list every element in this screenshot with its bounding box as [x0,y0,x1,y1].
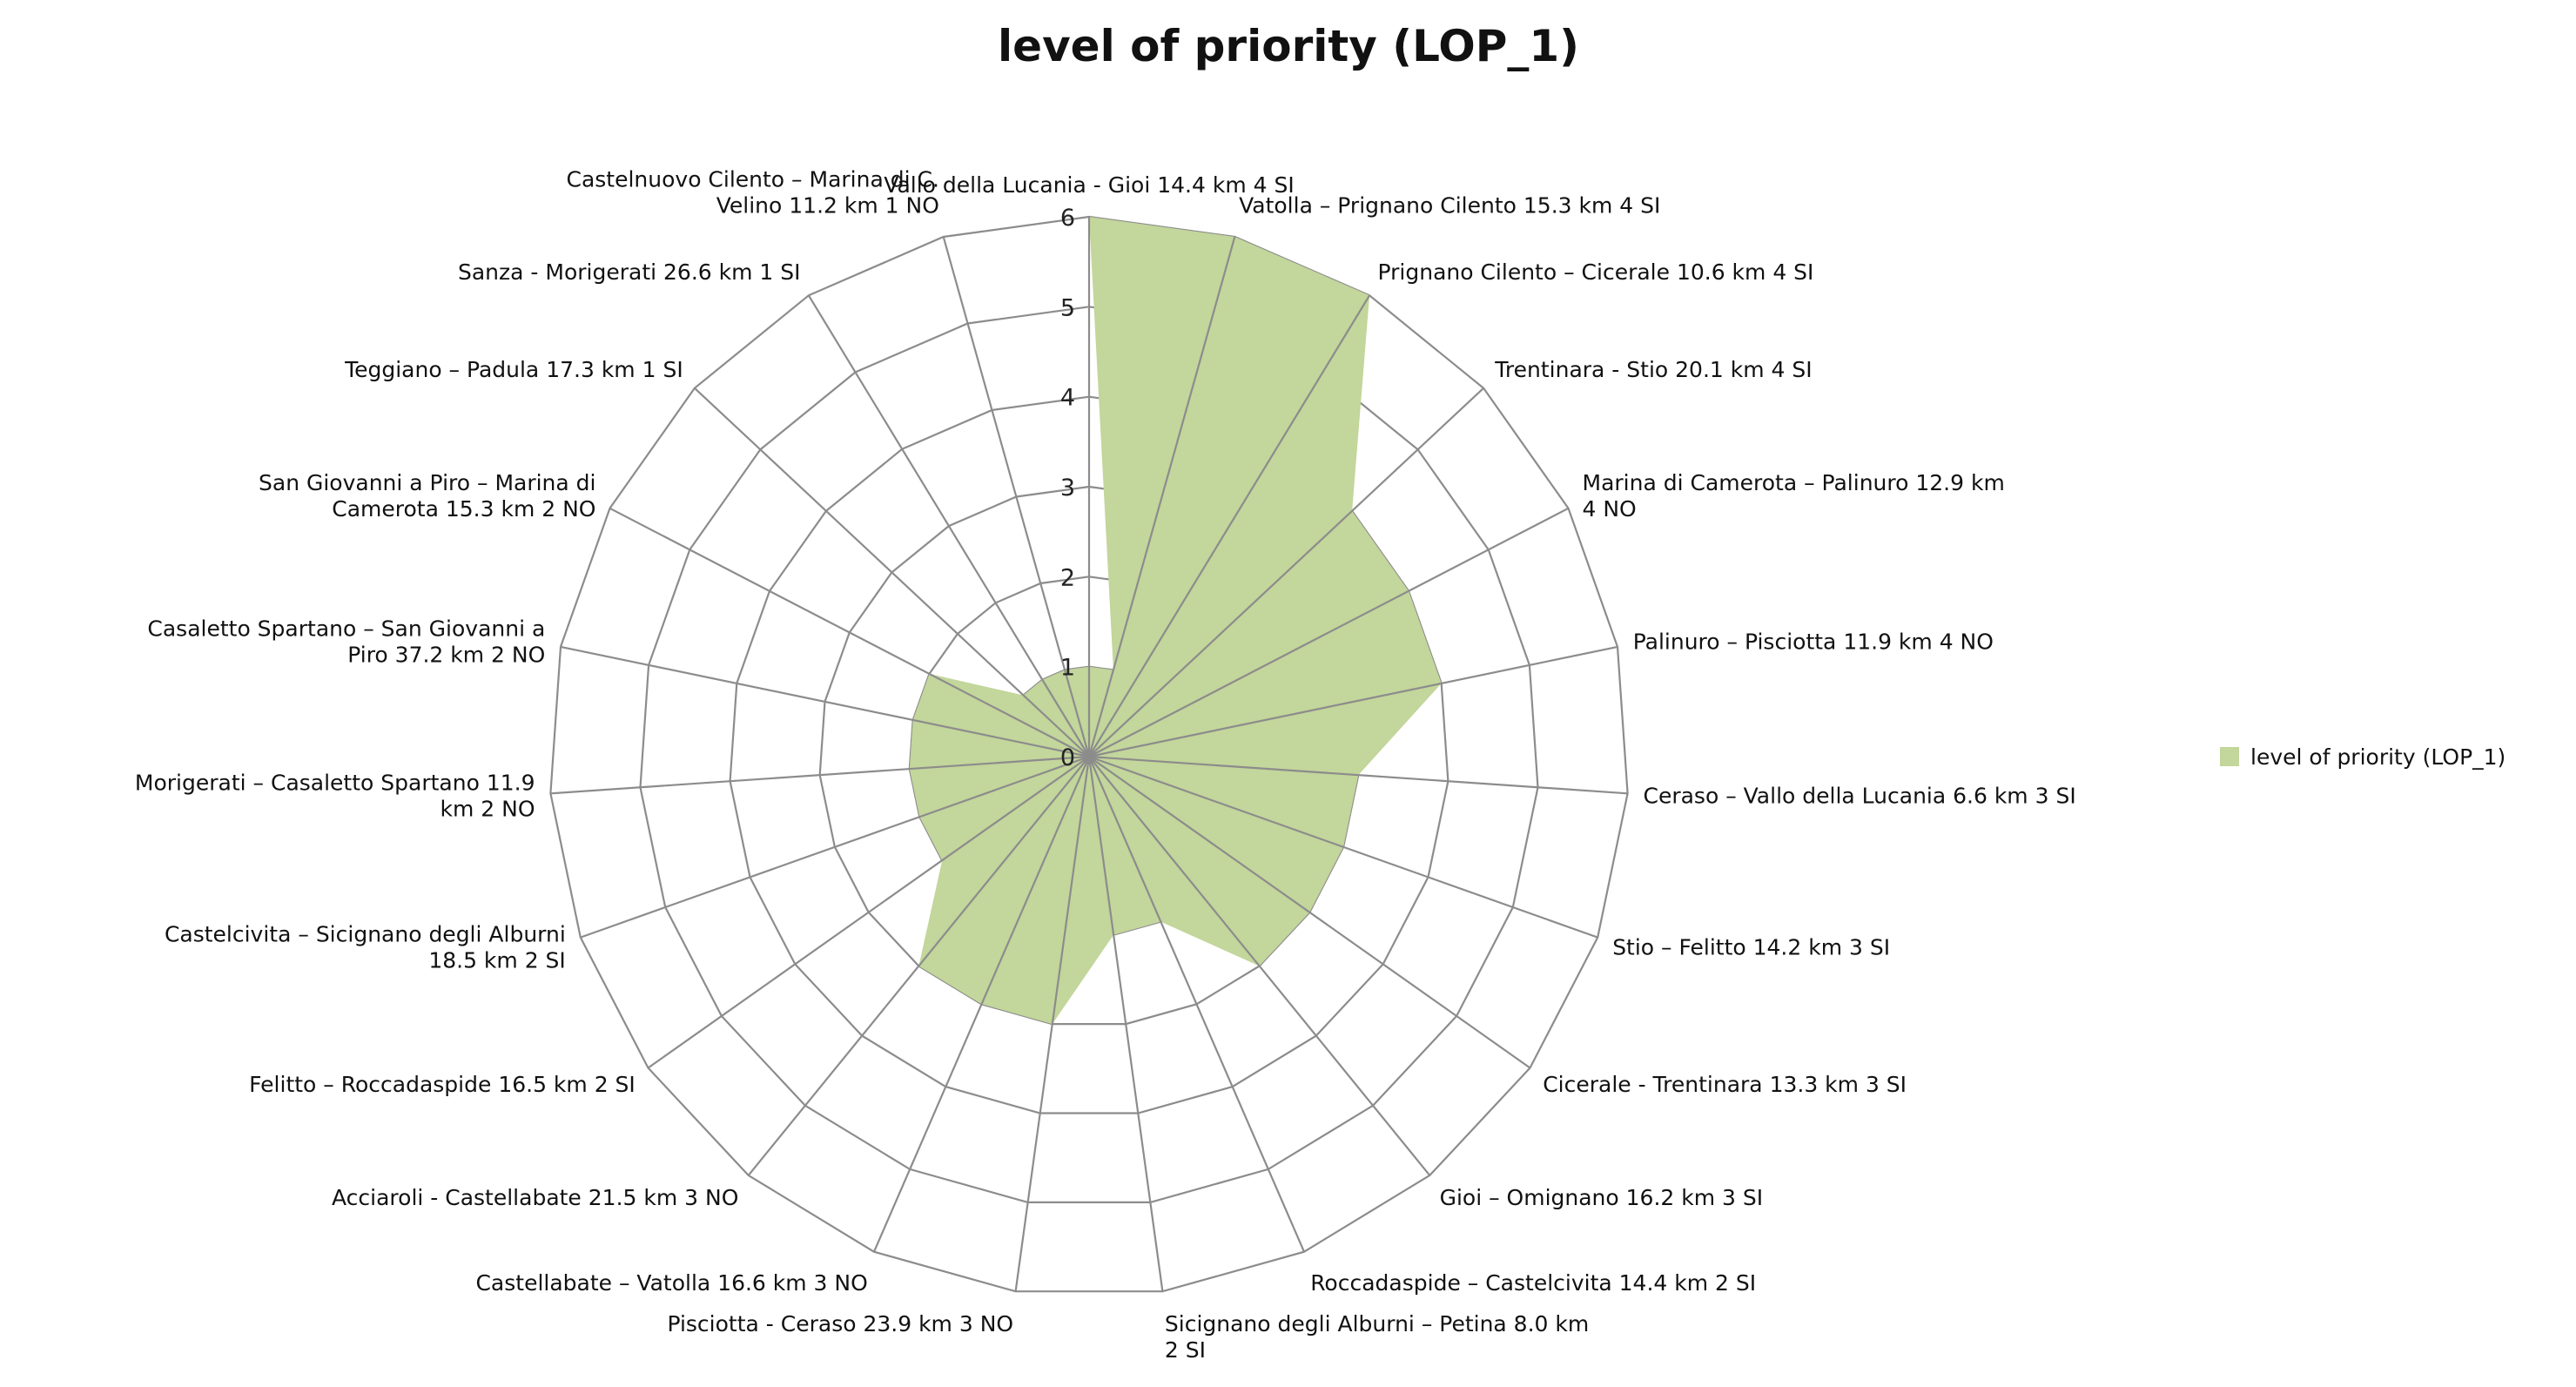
tick-label-4: 4 [1060,385,1075,412]
category-label-6: Ceraso – Vallo della Lucania 6.6 km 3 SI [1644,784,2076,809]
grid-ring-6 [549,215,1629,1293]
category-label-11-line-1: 2 SI [1165,1337,1206,1363]
category-label-22: Castelnuovo Cilento – Marina di C. Velino… [566,167,938,219]
category-label-0-line-0: Vallo della Lucania - Gioi 14.4 km 4 SI [884,172,1294,198]
spoke-6 [1088,755,1628,795]
category-label-6-line-0: Ceraso – Vallo della Lucania 6.6 km 3 SI [1644,784,2076,809]
category-label-8: Cicerale - Trentinara 13.3 km 3 SI [1543,1072,1907,1097]
category-label-11-line-0: Sicignano degli Alburni – Petina 8.0 km [1165,1311,1589,1337]
category-label-9-line-0: Gioi – Omignano 16.2 km 3 SI [1440,1185,1764,1210]
spoke-7 [1088,755,1598,939]
category-label-22-line-0: Castelnuovo Cilento – Marina di C. [566,167,938,192]
category-label-2: Prignano Cilento – Cicerale 10.6 km 4 SI [1378,259,1814,285]
spoke-14 [747,756,1090,1176]
category-label-16: Castelcivita – Sicignano degli Alburni 18… [165,921,566,973]
category-label-17: Morigerati – Casaletto Spartano 11.9 km 2… [135,771,535,822]
category-label-11: Sicignano degli Alburni – Petina 8.0 km 2… [1165,1311,1589,1363]
category-label-21-line-0: Sanza - Morigerati 26.6 km 1 SI [458,259,801,285]
chart-title: level of priority (LOP_1) [998,21,1579,71]
category-label-10-line-0: Roccadaspide – Castelcivita 14.4 km 2 SI [1310,1270,1756,1296]
spoke-11 [1087,756,1164,1292]
spoke-17 [550,755,1090,795]
category-label-19: San Giovanni a Piro – Marina di Camerota … [259,470,596,522]
category-label-12-line-0: Pisciotta - Ceraso 23.9 km 3 NO [667,1311,1013,1337]
legend: level of priority (LOP_1) [2220,744,2505,770]
spoke-16 [580,755,1090,939]
category-label-4-line-0: Marina di Camerota – Palinuro 12.9 km [1583,470,2005,495]
spoke-3 [1088,387,1484,757]
category-label-9: Gioi – Omignano 16.2 km 3 SI [1440,1185,1764,1210]
category-label-17-line-1: km 2 NO [440,797,535,822]
category-label-15-line-0: Felitto – Roccadaspide 16.5 km 2 SI [249,1072,636,1097]
spoke-1 [1087,236,1236,757]
tick-label-2: 2 [1060,564,1075,591]
spoke-10 [1087,756,1306,1253]
series-area-0 [909,217,1442,1025]
category-label-0: Vallo della Lucania - Gioi 14.4 km 4 SI [884,172,1294,198]
category-label-13: Castellabate – Vatolla 16.6 km 3 NO [475,1270,867,1296]
category-label-4: Marina di Camerota – Palinuro 12.9 km 4 N… [1583,470,2005,522]
spoke-19 [609,507,1090,757]
category-label-5: Palinuro – Pisciotta 11.9 km 4 NO [1633,629,1994,654]
spoke-21 [807,294,1090,757]
category-label-3-line-0: Trentinara - Stio 20.1 km 4 SI [1494,357,1812,382]
spoke-12 [1014,756,1091,1292]
spoke-8 [1088,756,1531,1069]
category-label-18: Casaletto Spartano – San Giovanni a Piro … [147,616,545,667]
category-label-19-line-0: San Giovanni a Piro – Marina di [259,470,596,495]
tick-label-0: 0 [1060,744,1075,771]
category-label-4-line-1: 4 NO [1583,496,1637,522]
spoke-22 [942,236,1091,757]
tick-label-5: 5 [1060,294,1075,321]
category-label-7: Stio – Felitto 14.2 km 3 SI [1612,934,1890,959]
category-label-3: Trentinara - Stio 20.1 km 4 SI [1494,357,1812,382]
category-label-1-line-0: Vatolla – Prignano Cilento 15.3 km 4 SI [1239,193,1660,219]
category-label-10: Roccadaspide – Castelcivita 14.4 km 2 SI [1310,1270,1756,1296]
category-label-8-line-0: Cicerale - Trentinara 13.3 km 3 SI [1543,1072,1907,1097]
category-label-21: Sanza - Morigerati 26.6 km 1 SI [458,259,801,285]
radar-area-layer [909,217,1442,1025]
category-label-17-line-0: Morigerati – Casaletto Spartano 11.9 [135,771,535,796]
category-label-14-line-0: Acciaroli - Castellabate 21.5 km 3 NO [332,1185,738,1210]
category-label-12: Pisciotta - Ceraso 23.9 km 3 NO [667,1311,1013,1337]
radial-tick-labels: 0 1 2 3 4 5 6 [1060,205,1075,771]
category-label-16-line-0: Castelcivita – Sicignano degli Alburni [165,921,566,946]
category-label-13-line-0: Castellabate – Vatolla 16.6 km 3 NO [475,1270,867,1296]
tick-label-1: 1 [1060,655,1075,682]
category-label-22-line-1: Velino 11.2 km 1 NO [716,193,939,219]
spoke-4 [1088,507,1570,757]
category-label-19-line-1: Camerota 15.3 km 2 NO [332,496,595,522]
category-label-2-line-0: Prignano Cilento – Cicerale 10.6 km 4 SI [1378,259,1814,285]
category-label-5-line-0: Palinuro – Pisciotta 11.9 km 4 NO [1633,629,1994,654]
spoke-18 [560,645,1090,758]
grid-ring-5 [639,306,1539,1204]
category-label-7-line-0: Stio – Felitto 14.2 km 3 SI [1612,934,1890,959]
spoke-2 [1088,294,1371,757]
category-label-1: Vatolla – Prignano Cilento 15.3 km 4 SI [1239,193,1660,219]
tick-label-3: 3 [1060,475,1075,502]
category-label-20-line-0: Teggiano – Padula 17.3 km 1 SI [344,357,683,382]
category-label-18-line-0: Casaletto Spartano – San Giovanni a [147,616,545,641]
category-label-20: Teggiano – Padula 17.3 km 1 SI [344,357,683,382]
spoke-13 [872,756,1091,1253]
tick-label-6: 6 [1060,205,1075,232]
category-labels: Vallo della Lucania - Gioi 14.4 km 4 SIV… [135,167,2076,1363]
radar-spokes [550,217,1628,1292]
grid-ring-4 [729,395,1449,1114]
category-label-15: Felitto – Roccadaspide 16.5 km 2 SI [249,1072,636,1097]
category-label-16-line-1: 18.5 km 2 SI [428,947,565,973]
category-label-18-line-1: Piro 37.2 km 2 NO [347,642,545,667]
spoke-5 [1088,645,1618,758]
spoke-15 [647,756,1090,1069]
spoke-9 [1088,756,1431,1176]
legend-swatch [2220,747,2239,766]
category-label-14: Acciaroli - Castellabate 21.5 km 3 NO [332,1185,738,1210]
legend-label: level of priority (LOP_1) [2250,744,2505,770]
spoke-20 [694,387,1090,757]
